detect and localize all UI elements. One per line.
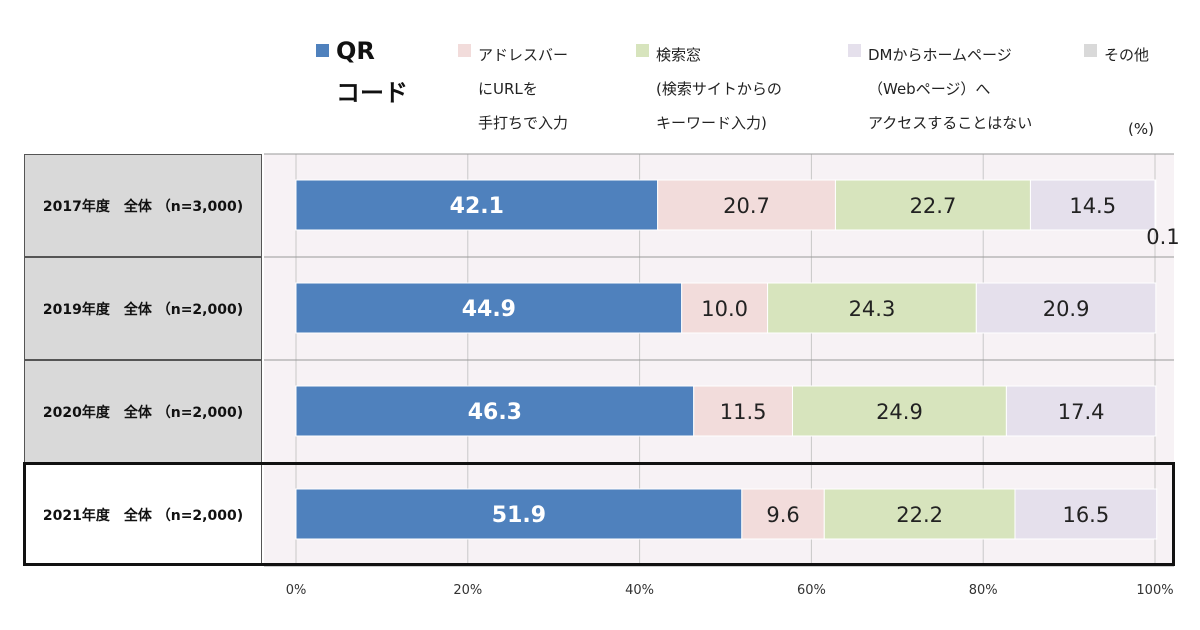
category-label-2017: 2017年度 全体 （n=3,000) bbox=[24, 154, 262, 257]
data-label: 44.9 bbox=[462, 297, 516, 322]
bar-segment bbox=[792, 385, 1007, 437]
legend-swatch-address-bar bbox=[458, 44, 471, 57]
legend-item-search-box: 検索窓 (検索サイトからの キーワード入力) bbox=[636, 38, 782, 140]
bar-segment bbox=[834, 179, 1031, 231]
legend-label-qr: QR コード bbox=[336, 37, 408, 107]
bar-segment bbox=[975, 282, 1157, 334]
x-tick-label: 20% bbox=[453, 583, 482, 598]
bar-segment bbox=[657, 179, 836, 231]
bar-segment bbox=[1014, 488, 1158, 540]
bar-segment bbox=[823, 488, 1016, 540]
legend-item-other: その他 bbox=[1084, 38, 1149, 72]
legend-label-other: その他 bbox=[1104, 46, 1150, 64]
bar-segment bbox=[1005, 385, 1157, 437]
legend-item-address-bar: アドレスバー にURLを 手打ちで入力 bbox=[458, 38, 568, 140]
data-label: 9.6 bbox=[766, 503, 799, 527]
legend-item-qr: QR コード bbox=[316, 37, 408, 114]
category-label-2019: 2019年度 全体 （n=2,000) bbox=[24, 257, 262, 360]
category-label-2020: 2020年度 全体 （n=2,000) bbox=[24, 360, 262, 463]
bar-segment bbox=[295, 385, 695, 437]
x-tick-label: 80% bbox=[969, 583, 998, 598]
unit-label: (%) bbox=[1128, 120, 1154, 138]
category-label-2021: 2021年度 全体 （n=2,000) bbox=[24, 463, 262, 566]
x-tick-label: 100% bbox=[1136, 583, 1173, 598]
data-label: 24.9 bbox=[876, 400, 923, 424]
data-label: 20.9 bbox=[1043, 297, 1090, 321]
legend-swatch-other bbox=[1084, 44, 1097, 57]
data-label: 51.9 bbox=[492, 503, 546, 528]
data-label: 22.7 bbox=[910, 194, 957, 218]
legend-label-search-box: 検索窓 (検索サイトからの キーワード入力) bbox=[656, 46, 782, 132]
data-label: 22.2 bbox=[896, 503, 943, 527]
x-tick-label: 40% bbox=[625, 583, 654, 598]
data-label: 17.4 bbox=[1058, 400, 1105, 424]
bar-segment bbox=[693, 385, 794, 437]
data-label: 24.3 bbox=[849, 297, 896, 321]
data-label: 16.5 bbox=[1062, 503, 1109, 527]
bar-segment bbox=[767, 282, 977, 334]
data-label: 14.5 bbox=[1069, 194, 1116, 218]
bar-segment bbox=[295, 179, 659, 231]
bar-segment bbox=[681, 282, 769, 334]
bar-segment bbox=[741, 488, 825, 540]
data-label: 42.1 bbox=[450, 194, 504, 219]
data-label-outside: 0.1 bbox=[1146, 225, 1179, 249]
legend-label-address-bar: アドレスバー にURLを 手打ちで入力 bbox=[478, 46, 569, 132]
bar-segment bbox=[1154, 179, 1157, 231]
legend-swatch-search-box bbox=[636, 44, 649, 57]
legend-label-no-access: DMからホームページ （Webページ）へ アクセスすることはない bbox=[868, 46, 1033, 132]
bar-segment bbox=[295, 488, 743, 540]
data-label: 46.3 bbox=[468, 400, 522, 425]
data-label: 10.0 bbox=[701, 297, 748, 321]
data-label: 11.5 bbox=[720, 400, 767, 424]
legend-item-no-access: DMからホームページ （Webページ）へ アクセスすることはない bbox=[848, 38, 1032, 140]
x-tick-label: 0% bbox=[286, 583, 307, 598]
bar-segment bbox=[295, 282, 683, 334]
legend-swatch-qr bbox=[316, 44, 329, 57]
x-tick-label: 60% bbox=[797, 583, 826, 598]
legend-swatch-no-access bbox=[848, 44, 861, 57]
data-label: 20.7 bbox=[723, 194, 770, 218]
